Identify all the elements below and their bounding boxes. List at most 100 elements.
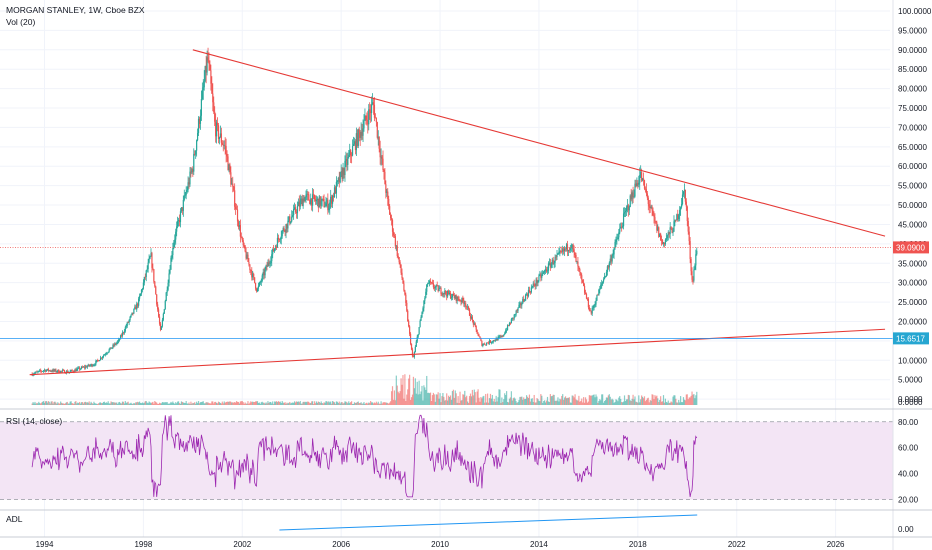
volume-bar (193, 403, 195, 405)
volume-bar (187, 403, 189, 405)
candle-body (159, 323, 162, 330)
volume-bar (224, 402, 226, 405)
volume-bar (501, 397, 503, 405)
volume-bar (303, 401, 305, 405)
candle-body (261, 275, 263, 281)
volume-bar (526, 396, 529, 405)
candle-body (195, 150, 197, 155)
candle-body (485, 344, 487, 346)
candle-body (374, 117, 376, 119)
candle-body (472, 320, 474, 325)
candle-body (243, 245, 245, 246)
candle-body (633, 196, 635, 198)
adl-indicator-label: ADL (6, 514, 23, 524)
candle-body (199, 115, 202, 124)
candle-body (356, 133, 358, 146)
candle-body (432, 283, 434, 288)
volume-bar (101, 403, 104, 405)
volume-bar (565, 398, 568, 405)
candle-body (115, 343, 117, 345)
volume-bar (454, 390, 456, 405)
candle-body (293, 209, 295, 216)
volume-bar (625, 399, 628, 405)
volume-bar (517, 402, 519, 405)
candle-body (510, 319, 512, 324)
candle-body (647, 197, 649, 205)
volume-bar (177, 401, 180, 405)
volume-bar (184, 402, 186, 405)
candle-body (390, 214, 392, 219)
volume-bar (693, 394, 695, 405)
candle-body (522, 298, 524, 304)
candle-body (116, 342, 118, 345)
volume-bar (364, 403, 366, 405)
candle-body (673, 221, 675, 232)
volume-bar (40, 403, 42, 405)
candle-body (599, 288, 601, 290)
volume-bar (679, 402, 681, 405)
price-tick-label: 25.0000 (898, 298, 927, 307)
volume-bar (554, 400, 556, 405)
volume-bar (477, 389, 479, 405)
candle-body (293, 207, 296, 210)
candle-body (258, 282, 260, 286)
candle-body (282, 228, 284, 232)
volume-bar (591, 395, 593, 405)
volume-bar (614, 401, 616, 405)
volume-bar (423, 385, 425, 405)
volume-bar (617, 401, 619, 405)
candle-body (693, 269, 695, 281)
volume-bar (578, 395, 580, 405)
candle-body (415, 341, 417, 347)
candle-body (99, 360, 101, 362)
volume-bar (291, 402, 293, 405)
volume-bar (633, 399, 635, 405)
volume-bar (626, 399, 628, 405)
candle-body (655, 221, 657, 223)
candle-body (419, 320, 421, 328)
volume-bar (49, 403, 51, 405)
candle-body (182, 199, 184, 211)
volume-bar (606, 397, 609, 405)
candle-body (554, 256, 556, 263)
volume-bar (373, 402, 376, 405)
volume-bar (343, 402, 345, 405)
candle-body (445, 290, 447, 294)
candle-body (153, 269, 155, 282)
volume-bar (547, 401, 550, 405)
candle-body (553, 262, 555, 265)
volume-bar (602, 394, 604, 405)
candle-body (201, 89, 203, 100)
volume-bar (217, 401, 220, 405)
candle-body (66, 370, 68, 373)
volume-bar (680, 396, 682, 405)
candle-body (408, 321, 410, 327)
volume-bar (122, 401, 125, 405)
volume-bar (302, 401, 304, 405)
candle-body (69, 371, 71, 372)
rsi-tick-label: 60.00 (898, 444, 919, 453)
volume-bar (463, 394, 465, 405)
volume-bar (452, 389, 454, 405)
volume-bar (274, 401, 276, 405)
candle-body (665, 238, 667, 240)
candle-body (621, 226, 623, 228)
candle-body (488, 340, 491, 344)
volume-bar (550, 396, 552, 405)
volume-bar (582, 402, 584, 405)
volume-bar (227, 401, 229, 405)
candle-body (140, 289, 143, 294)
volume-bar (267, 401, 269, 405)
candle-body (632, 192, 634, 198)
volume-bar (580, 400, 582, 405)
volume-bar (481, 398, 483, 405)
candle-body (501, 335, 503, 337)
candle-body (303, 198, 305, 202)
candle-body (556, 254, 558, 258)
candle-body (527, 289, 530, 297)
candle-body (308, 194, 310, 201)
candle-body (117, 341, 119, 343)
volume-bar (592, 394, 594, 405)
volume-bar (326, 401, 328, 405)
candle-body (398, 257, 400, 263)
